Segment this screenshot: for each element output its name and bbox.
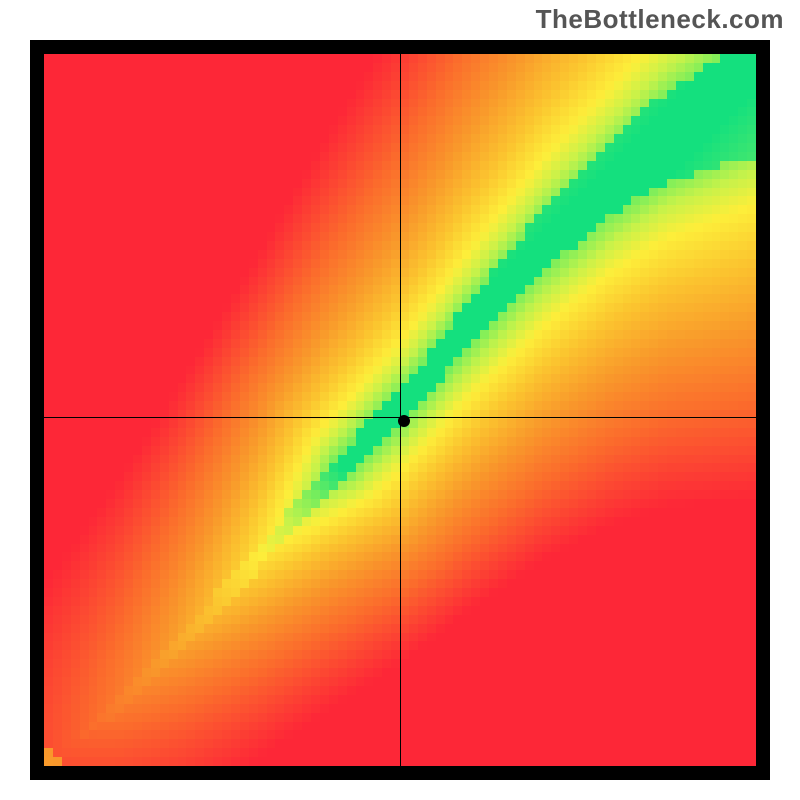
data-point-marker xyxy=(398,415,410,427)
watermark-text: TheBottleneck.com xyxy=(536,4,784,35)
chart-container: TheBottleneck.com xyxy=(0,0,800,800)
chart-wrap xyxy=(30,40,770,780)
crosshair-vertical xyxy=(400,54,401,766)
